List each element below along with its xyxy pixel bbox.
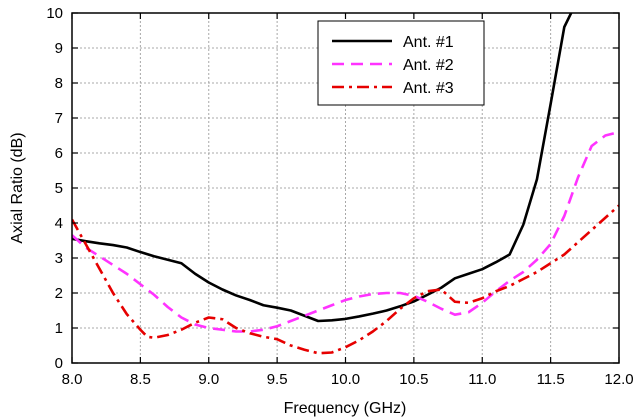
x-tick-label: 8.5 (130, 371, 151, 388)
x-tick-label: 9.0 (198, 371, 219, 388)
legend-box (317, 20, 485, 106)
y-tick-label: 2 (55, 285, 63, 302)
legend-label-3: Ant. #3 (403, 80, 454, 97)
y-tick-labels: 0 1 2 3 4 5 6 7 8 9 10 (46, 5, 63, 372)
series-line-1 (72, 13, 573, 323)
y-tick-label: 9 (55, 40, 63, 57)
x-tick-label: 10.0 (331, 371, 360, 388)
series-line-2 (72, 130, 619, 333)
x-tick-label: 12.0 (604, 371, 633, 388)
legend-label-2: Ant. #2 (403, 57, 454, 74)
x-tick-label: 11.5 (537, 371, 565, 388)
y-tick-label: 1 (55, 320, 63, 337)
legend-label-1: Ant. #1 (403, 34, 454, 51)
series-line-3 (72, 204, 619, 355)
y-tick-label: 4 (55, 215, 63, 232)
y-tick-label: 6 (55, 145, 63, 162)
y-tick-label: 3 (55, 250, 63, 267)
x-tick-label: 10.5 (399, 371, 428, 388)
y-tick-label: 8 (55, 75, 63, 92)
x-axis-label: Frequency (GHz) (284, 400, 407, 417)
x-tick-label: 11.0 (468, 371, 496, 388)
legend: Ant. #1 Ant. #2 Ant. #3 (317, 20, 485, 106)
x-tick-label: 8.0 (62, 371, 83, 388)
y-tick-label: 0 (55, 355, 63, 372)
x-tick-label: 9.5 (267, 371, 288, 388)
y-tick-label: 7 (55, 110, 63, 127)
y-tick-label: 5 (55, 180, 63, 197)
axis-ticks (71, 12, 620, 364)
y-axis-label: Axial Ratio (dB) (9, 132, 26, 243)
x-tick-labels: 8.0 8.5 9.0 9.5 10.0 10.5 11.0 11.5 12.0 (62, 371, 634, 388)
y-tick-label: 10 (46, 5, 63, 22)
series-lines (72, 13, 619, 355)
